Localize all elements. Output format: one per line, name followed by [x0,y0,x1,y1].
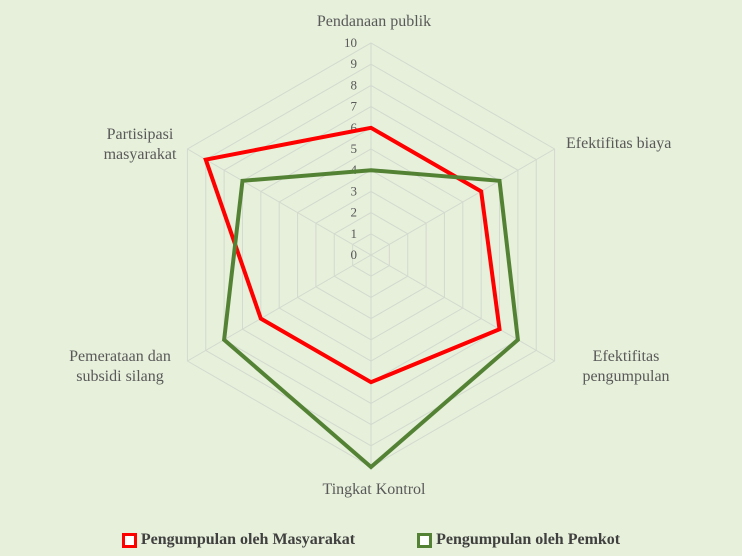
tick-label-5: 5 [351,141,358,156]
spoke-5 [187,148,372,256]
tick-label-10: 10 [344,35,357,50]
series-line-pemkot [222,168,520,470]
tick-label-1: 1 [351,226,358,241]
category-label-5: Partisipasi masyarakat [104,126,177,163]
tick-label-6: 6 [351,120,358,135]
spoke-2 [370,254,555,362]
category-label-2: Efektifitas pengumpulan [582,348,669,385]
tick-label-3: 3 [351,183,358,198]
spoke-1 [370,148,555,256]
legend-label-masyarakat: Pengumpulan oleh Masyarakat [140,531,356,548]
tick-label-8: 8 [351,77,358,92]
category-label-0: Pendanaan publik [317,13,431,30]
tick-label-7: 7 [351,99,358,114]
tick-label-0: 0 [351,247,358,262]
category-label-4: Pemerataan dan subsidi silang [69,348,171,385]
legend: Pengumpulan oleh Masyarakat Pengumpulan … [0,528,742,552]
legend-label-pemkot: Pengumpulan oleh Pemkot [436,531,621,548]
legend-swatch-masyarakat [121,532,137,548]
category-label-3: Tingkat Kontrol [323,481,427,498]
spoke-4 [187,254,372,362]
legend-item-masyarakat: Pengumpulan oleh Masyarakat [121,531,356,549]
legend-item-pemkot: Pengumpulan oleh Pemkot [417,531,620,549]
legend-swatch-pemkot [417,532,433,548]
category-label-1: Efektifitas biaya [566,135,671,152]
tick-label-2: 2 [351,205,358,220]
series-line-masyarakat [203,125,502,385]
tick-label-9: 9 [351,56,358,71]
